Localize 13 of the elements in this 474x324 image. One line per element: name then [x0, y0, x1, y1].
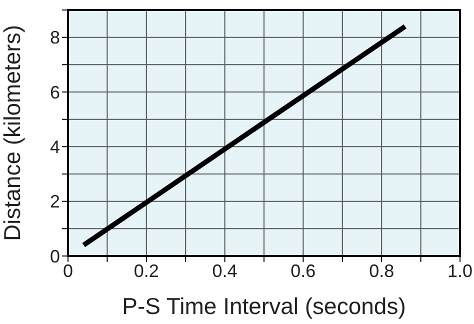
x-tick-label: 1.0: [447, 260, 473, 281]
x-tick-label: 0: [62, 260, 74, 281]
x-tick-label: 0.6: [290, 260, 316, 281]
y-tick-label: 4: [50, 137, 60, 158]
x-tick-label: 0.4: [212, 260, 238, 281]
y-tick-label: 0: [50, 246, 60, 266]
y-axis-title: Distance (kilometers): [0, 25, 26, 241]
x-tick-label: 0.2: [134, 260, 159, 281]
x-axis-title: P-S Time Interval (seconds): [122, 293, 406, 319]
y-tick-label: 8: [50, 28, 60, 48]
y-tick-label: 6: [50, 82, 60, 102]
x-tick-label: 0.8: [369, 260, 394, 281]
y-tick-label: 2: [50, 192, 60, 212]
